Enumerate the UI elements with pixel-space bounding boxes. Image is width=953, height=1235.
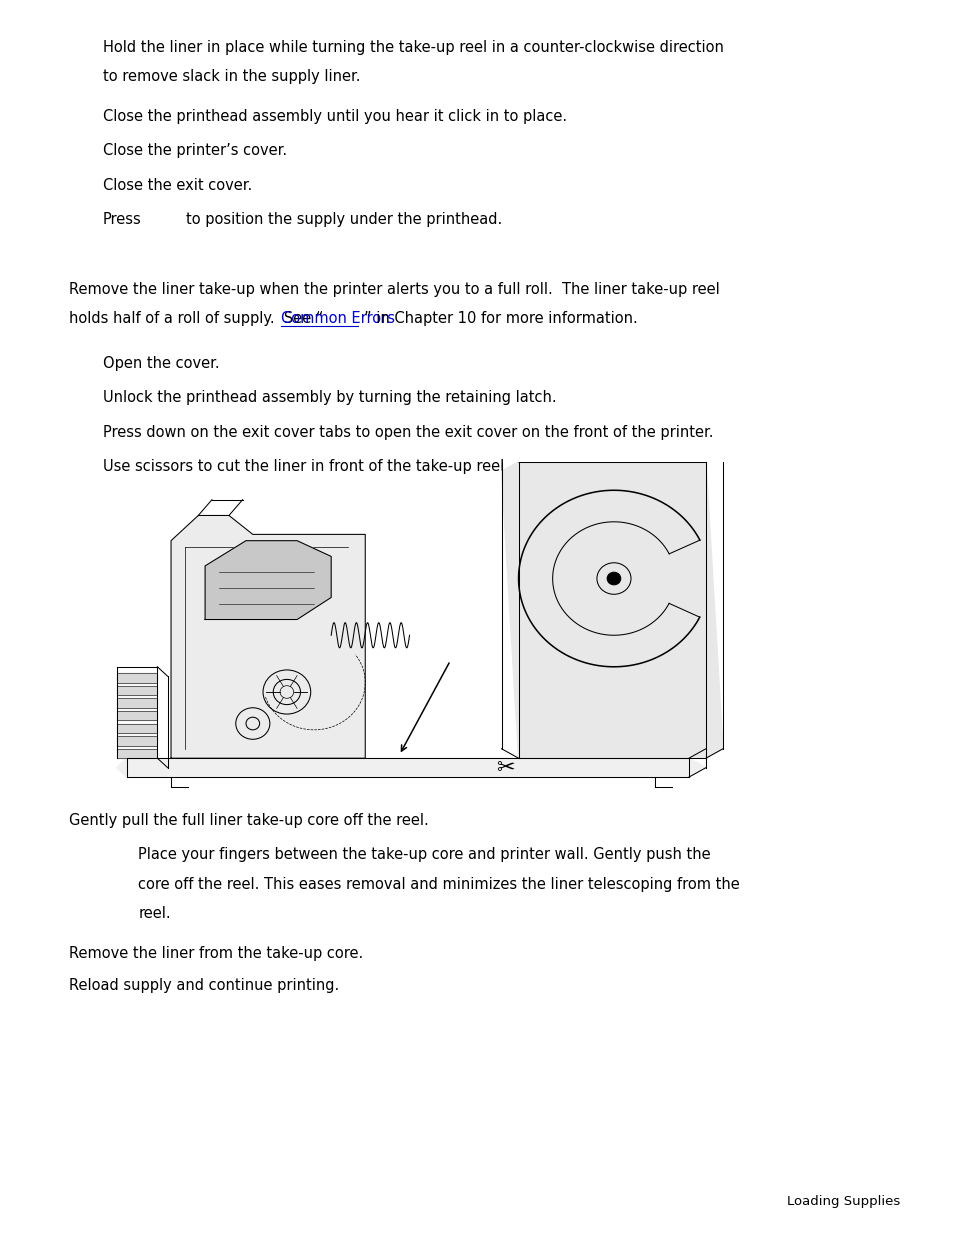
Polygon shape — [501, 462, 722, 758]
Text: Close the exit cover.: Close the exit cover. — [103, 178, 252, 193]
Polygon shape — [116, 736, 157, 746]
Polygon shape — [116, 685, 157, 695]
Polygon shape — [116, 698, 157, 708]
Text: ” in Chapter 10 for more information.: ” in Chapter 10 for more information. — [364, 311, 638, 326]
Text: Remove the liner take-up when the printer alerts you to a full roll.  The liner : Remove the liner take-up when the printe… — [69, 282, 719, 296]
Text: Loading Supplies: Loading Supplies — [786, 1194, 900, 1208]
Text: to remove slack in the supply liner.: to remove slack in the supply liner. — [103, 69, 360, 84]
Text: Open the cover.: Open the cover. — [103, 356, 219, 370]
Polygon shape — [116, 758, 705, 777]
Circle shape — [606, 572, 620, 585]
Text: Press: Press — [103, 212, 142, 227]
Polygon shape — [116, 748, 157, 758]
Text: reel.: reel. — [138, 906, 171, 921]
Polygon shape — [116, 711, 157, 720]
Polygon shape — [116, 724, 157, 734]
Text: ✂: ✂ — [496, 757, 514, 778]
Text: Use scissors to cut the liner in front of the take-up reel.: Use scissors to cut the liner in front o… — [103, 459, 509, 474]
Text: Unlock the printhead assembly by turning the retaining latch.: Unlock the printhead assembly by turning… — [103, 390, 556, 405]
Text: core off the reel. This eases removal and minimizes the liner telescoping from t: core off the reel. This eases removal an… — [138, 877, 740, 892]
Text: Close the printer’s cover.: Close the printer’s cover. — [103, 143, 287, 158]
Text: Common Errors: Common Errors — [281, 311, 395, 326]
Text: Place your fingers between the take-up core and printer wall. Gently push the: Place your fingers between the take-up c… — [138, 847, 710, 862]
Text: holds half of a roll of supply.  See “: holds half of a roll of supply. See “ — [69, 311, 323, 326]
Polygon shape — [171, 515, 365, 758]
Text: Hold the liner in place while turning the take-up reel in a counter-clockwise di: Hold the liner in place while turning th… — [103, 40, 723, 54]
Polygon shape — [116, 673, 157, 683]
Text: Remove the liner from the take-up core.: Remove the liner from the take-up core. — [69, 946, 362, 961]
Text: Press down on the exit cover tabs to open the exit cover on the front of the pri: Press down on the exit cover tabs to ope… — [103, 425, 713, 440]
Text: Close the printhead assembly until you hear it click in to place.: Close the printhead assembly until you h… — [103, 109, 567, 124]
Polygon shape — [205, 541, 331, 620]
Text: to position the supply under the printhead.: to position the supply under the printhe… — [186, 212, 501, 227]
Text: Gently pull the full liner take-up core off the reel.: Gently pull the full liner take-up core … — [69, 813, 428, 827]
Text: Reload supply and continue printing.: Reload supply and continue printing. — [69, 978, 338, 993]
